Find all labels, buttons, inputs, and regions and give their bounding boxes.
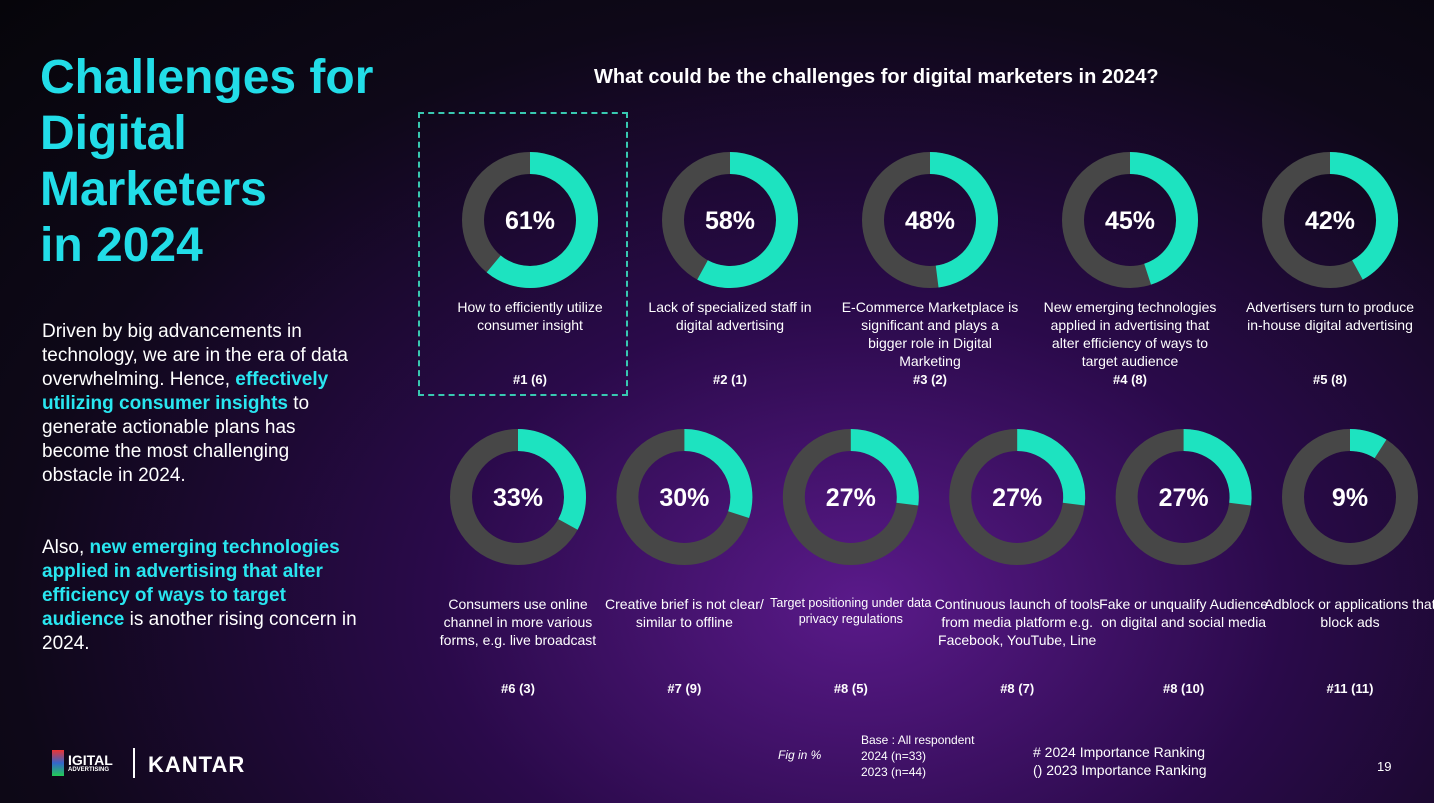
- rank-label: #4 (8): [1113, 372, 1147, 387]
- base-line: Base : All respondent: [861, 733, 975, 747]
- category-label: New emerging technologies applied in adv…: [1043, 299, 1217, 369]
- value-label: 61%: [505, 207, 555, 235]
- donut-arc: [929, 152, 998, 288]
- rank-label: #8 (7): [1000, 681, 1035, 696]
- category-label: Creative brief is not clear/ similar to …: [605, 596, 764, 630]
- value-label: 45%: [1105, 207, 1155, 235]
- rank-label: #2 (1): [713, 372, 747, 387]
- legend-line: # 2024 Importance Ranking: [1033, 744, 1205, 760]
- rank-label: #6 (3): [501, 681, 535, 696]
- paragraph: Also, new emerging technologies applied …: [42, 536, 362, 656]
- base-note: Base : All respondent 2024 (n=33) 2023 (n=…: [861, 732, 974, 780]
- legend-line: () 2023 Importance Ranking: [1033, 762, 1207, 778]
- text: Driven by big advancements in technology…: [42, 321, 348, 390]
- category-label: Consumers use online channel in more var…: [439, 596, 597, 648]
- base-line: 2024 (n=33): [861, 749, 927, 763]
- page-number: 19: [1377, 759, 1392, 774]
- divider: [133, 748, 135, 778]
- value-label: 48%: [905, 207, 955, 235]
- category-label: Fake or unqualify Audience on digital an…: [1099, 596, 1269, 630]
- value-label: 27%: [992, 484, 1042, 512]
- value-label: 33%: [493, 484, 543, 512]
- donut-arc: [1183, 429, 1252, 506]
- base-line: 2023 (n=44): [861, 765, 927, 779]
- value-label: 27%: [1159, 484, 1209, 512]
- paragraph: Driven by big advancements in technology…: [42, 320, 362, 488]
- rank-label: #8 (10): [1162, 681, 1205, 696]
- unit-note: Fig in %: [778, 748, 822, 762]
- donut-arc: [683, 429, 753, 519]
- category-label: Target positioning under data privacy re…: [770, 596, 932, 626]
- value-label: 27%: [826, 484, 876, 512]
- donut-arc: [1349, 429, 1387, 459]
- category-label: Advertisers turn to produce in-house dig…: [1245, 299, 1415, 333]
- logo-main: IGITAL: [68, 752, 113, 768]
- ranking-legend: # 2024 Importance Ranking () 2023 Importa…: [1033, 743, 1207, 779]
- donut-arc: [1129, 152, 1198, 285]
- donut-arc: [1329, 152, 1398, 280]
- highlight-box: [418, 112, 628, 396]
- logo-sub: ADVERTISING: [68, 767, 110, 773]
- value-label: 30%: [659, 484, 709, 512]
- heading-line: Digital: [40, 107, 187, 160]
- heading: Challenges for Digital Marketers in 2024: [40, 50, 373, 274]
- rank-label: #8 (5): [833, 681, 868, 696]
- rank-label: #1 (6): [513, 372, 547, 387]
- value-label: 9%: [1332, 484, 1368, 512]
- logo-icon: [52, 750, 64, 776]
- rank-label: #5 (8): [1313, 372, 1347, 387]
- category-label: Lack of specialized staff in digital adv…: [648, 299, 812, 333]
- category-label: Adblock or applications that block ads: [1264, 596, 1434, 630]
- highlight-text: new emerging technologies applied in adv…: [42, 537, 340, 630]
- value-label: 42%: [1305, 207, 1355, 235]
- category-label: Continuous launch of tools from media pl…: [934, 596, 1100, 648]
- rank-label: #3 (2): [913, 372, 947, 387]
- donut-arc: [850, 429, 919, 506]
- body-text: Driven by big advancements in technology…: [42, 320, 362, 656]
- heading-line: Marketers: [40, 163, 267, 216]
- heading-line: in 2024: [40, 219, 203, 272]
- donut-arc: [697, 152, 798, 288]
- heading-line: Challenges for: [40, 51, 374, 104]
- value-label: 58%: [705, 207, 755, 235]
- donut-arc: [486, 152, 598, 288]
- text: Also,: [42, 537, 90, 558]
- rank-label: #7 (9): [667, 681, 702, 696]
- text: to generate actionable plans has become …: [42, 393, 310, 486]
- category-label: How to efficiently utilize consumer insi…: [457, 299, 603, 333]
- highlight-text: effectively utilizing consumer insights: [42, 369, 329, 414]
- donut-arc: [517, 429, 586, 530]
- brand: KANTAR: [148, 752, 246, 777]
- chart-title: What could be the challenges for digital…: [594, 66, 1159, 88]
- category-label: E-Commerce Marketplace is significant an…: [841, 299, 1019, 369]
- donut-arc: [1016, 429, 1086, 506]
- text: is another rising concern in 2024.: [42, 609, 357, 654]
- rank-label: #11 (11): [1326, 681, 1374, 696]
